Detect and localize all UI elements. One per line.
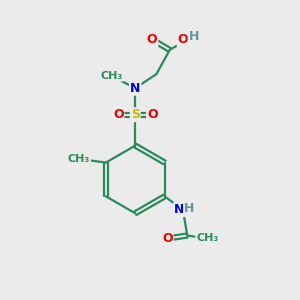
Text: O: O [147, 108, 158, 121]
Text: O: O [147, 33, 158, 46]
Text: S: S [131, 108, 140, 121]
Text: CH₃: CH₃ [68, 154, 90, 164]
Text: H: H [189, 30, 199, 43]
Text: CH₃: CH₃ [100, 71, 122, 81]
Text: H: H [184, 202, 194, 215]
Text: O: O [162, 232, 172, 245]
Text: O: O [178, 33, 188, 46]
Text: O: O [113, 108, 124, 121]
Text: N: N [130, 82, 140, 95]
Text: CH₃: CH₃ [196, 233, 218, 244]
Text: N: N [174, 203, 184, 216]
